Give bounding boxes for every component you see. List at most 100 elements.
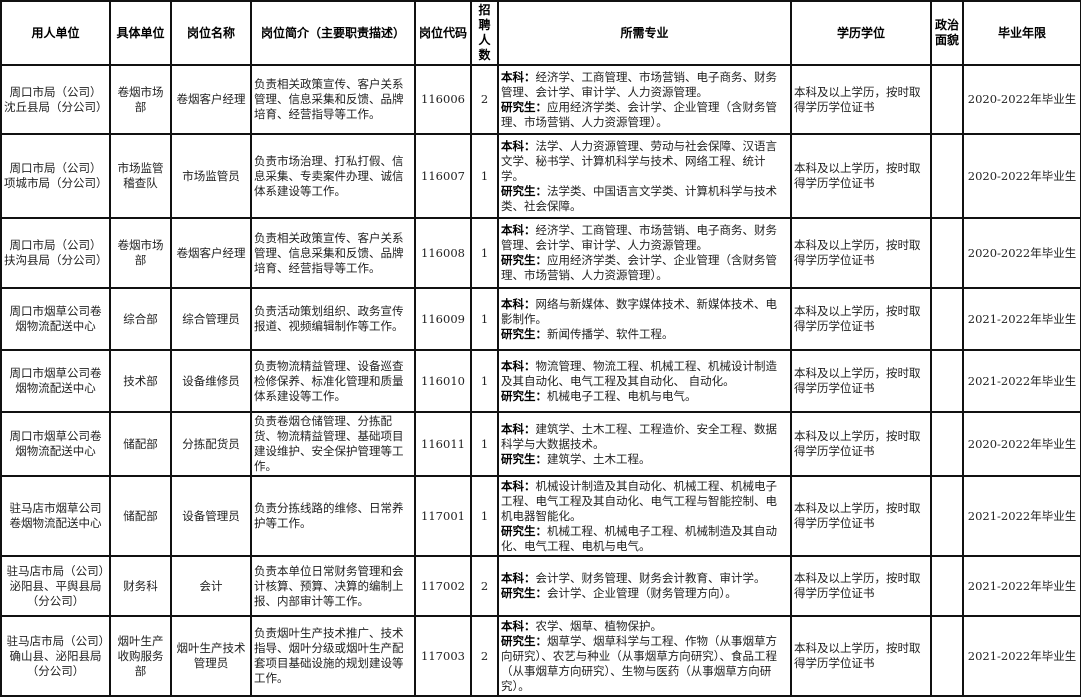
header-major: 所需专业 bbox=[497, 0, 792, 66]
postgrad-majors: 法学类、中国语言文学类、计算机科学与技术类、社会保障。 bbox=[501, 183, 777, 213]
degree-cell: 本科及以上学历，按时取得学历学位证书 bbox=[790, 133, 932, 219]
table-row: 驻马店市烟草公司卷烟物流配送中心 储配部 设备管理员 负责分拣线路的维修、日常养护等工… bbox=[0, 475, 1081, 557]
postgrad-label: 研究生： bbox=[501, 388, 547, 403]
header-count: 招聘人数 bbox=[470, 0, 499, 66]
employer-cell: 周口市烟草公司卷烟物流配送中心 bbox=[0, 287, 111, 351]
graduation-cell: 2020-2022年毕业生 bbox=[962, 64, 1081, 135]
position-cell: 分拣配货员 bbox=[170, 411, 252, 477]
table-row: 驻马店市局（公司）泌阳县、平舆县局（分公司） 财务科 会计 负责本单位日常财务管理和会… bbox=[0, 555, 1081, 617]
unit-cell: 财务科 bbox=[109, 555, 172, 617]
count-cell: 1 bbox=[470, 411, 499, 477]
description-cell: 负责相关政策宣传、客户关系管理、信息采集和反馈、品牌培育、经营指导等工作。 bbox=[250, 64, 416, 135]
position-cell: 综合管理员 bbox=[170, 287, 252, 351]
undergrad-label: 本科： bbox=[501, 478, 536, 493]
postgrad-majors: 机械工程、机械电子工程、机械制造及其自动化、电气工程、电机与电气。 bbox=[501, 523, 777, 553]
employer-cell: 周口市局（公司）沈丘县局（分公司） bbox=[0, 64, 111, 135]
degree-cell: 本科及以上学历，按时取得学历学位证书 bbox=[790, 349, 932, 413]
unit-cell: 烟叶生产收购服务部 bbox=[109, 615, 172, 697]
description-cell: 负责相关政策宣传、客户关系管理、信息采集和反馈、品牌培育、经营指导等工作。 bbox=[250, 217, 416, 289]
header-graduation: 毕业年限 bbox=[962, 0, 1081, 66]
table-row: 驻马店市局（公司）确山县、泌阳县局（分公司） 烟叶生产收购服务部 烟叶生产技术管理员… bbox=[0, 615, 1081, 697]
undergrad-majors: 会计学、财务管理、财务会计教育、审计学。 bbox=[535, 571, 766, 585]
position-cell: 卷烟客户经理 bbox=[170, 64, 252, 135]
count-cell: 1 bbox=[470, 475, 499, 557]
undergrad-label: 本科： bbox=[501, 69, 536, 84]
major-cell: 本科：网络与新媒体、数字媒体技术、新媒体技术、电影制作。 研究生：新闻传播学、软件… bbox=[497, 287, 792, 351]
code-cell: 116006 bbox=[414, 64, 472, 135]
postgrad-label: 研究生： bbox=[501, 99, 547, 114]
employer-cell: 周口市烟草公司卷烟物流配送中心 bbox=[0, 349, 111, 413]
degree-cell: 本科及以上学历，按时取得学历学位证书 bbox=[790, 217, 932, 289]
table-row: 周口市烟草公司卷烟物流配送中心 技术部 设备维修员 负责物流精益管理、设备巡查检修保养… bbox=[0, 349, 1081, 413]
position-cell: 设备维修员 bbox=[170, 349, 252, 413]
degree-cell: 本科及以上学历，按时取得学历学位证书 bbox=[790, 555, 932, 617]
graduation-cell: 2020-2022年毕业生 bbox=[962, 133, 1081, 219]
unit-cell: 储配部 bbox=[109, 475, 172, 557]
undergrad-label: 本科： bbox=[501, 571, 536, 585]
undergrad-majors: 经济学、工商管理、市场营销、电子商务、财务管理、会计学、审计学、人力资源管理。 bbox=[501, 223, 777, 252]
major-cell: 本科：建筑学、土木工程、工程造价、安全工程、数据科学与大数据技术。 研究生：建筑学… bbox=[497, 411, 792, 477]
unit-cell: 市场监管稽查队 bbox=[109, 133, 172, 219]
graduation-cell: 2020-2022年毕业生 bbox=[962, 411, 1081, 477]
graduation-cell: 2021-2022年毕业生 bbox=[962, 555, 1081, 617]
degree-cell: 本科及以上学历，按时取得学历学位证书 bbox=[790, 615, 932, 697]
political-cell bbox=[930, 133, 964, 219]
major-cell: 本科：会计学、财务管理、财务会计教育、审计学。 研究生：会计学、企业管理（财务管理… bbox=[497, 555, 792, 617]
major-cell: 本科：经济学、工商管理、市场营销、电子商务、财务管理、会计学、审计学、人力资源管… bbox=[497, 217, 792, 289]
postgrad-majors: 会计学、企业管理（财务管理方向）。 bbox=[547, 586, 737, 600]
code-cell: 117001 bbox=[414, 475, 472, 557]
unit-cell: 卷烟市场部 bbox=[109, 217, 172, 289]
position-cell: 会计 bbox=[170, 555, 252, 617]
postgrad-majors: 建筑学、土木工程。 bbox=[547, 451, 651, 466]
count-cell: 2 bbox=[470, 555, 499, 617]
header-row: 用人单位 具体单位 岗位名称 岗位简介（主要职责描述） 岗位代码 招聘人数 所需… bbox=[0, 0, 1081, 66]
graduation-cell: 2020-2022年毕业生 bbox=[962, 217, 1081, 289]
employer-cell: 周口市烟草公司卷烟物流配送中心 bbox=[0, 411, 111, 477]
description-cell: 负责分拣线路的维修、日常养护等工作。 bbox=[250, 475, 416, 557]
undergrad-majors: 经济学、工商管理、市场营销、电子商务、财务管理、会计学、审计学、人力资源管理。 bbox=[501, 69, 777, 99]
undergrad-label: 本科： bbox=[501, 223, 536, 237]
code-cell: 116008 bbox=[414, 217, 472, 289]
postgrad-majors: 应用经济学类、会计学、企业管理（含财务管理、市场营销、人力资源管理）。 bbox=[501, 253, 777, 282]
description-cell: 负责卷烟仓储管理、分拣配货、物流精益管理、基础项目建设维护、安全保护管理等工作。 bbox=[250, 411, 416, 477]
unit-cell: 卷烟市场部 bbox=[109, 64, 172, 135]
count-cell: 1 bbox=[470, 287, 499, 351]
table-row: 周口市烟草公司卷烟物流配送中心 储配部 分拣配货员 负责卷烟仓储管理、分拣配货、物流精… bbox=[0, 411, 1081, 477]
count-cell: 1 bbox=[470, 349, 499, 413]
postgrad-label: 研究生： bbox=[501, 586, 547, 600]
undergrad-label: 本科： bbox=[501, 421, 536, 436]
description-cell: 负责活动策划组织、政务宣传报道、视频编辑制作等工作。 bbox=[250, 287, 416, 351]
unit-cell: 储配部 bbox=[109, 411, 172, 477]
code-cell: 116007 bbox=[414, 133, 472, 219]
political-cell bbox=[930, 555, 964, 617]
count-cell: 2 bbox=[470, 615, 499, 697]
postgrad-majors: 应用经济学类、会计学、企业管理（含财务管理、市场营销、人力资源管理）。 bbox=[501, 99, 777, 129]
employer-cell: 周口市局（公司）扶沟县局（分公司） bbox=[0, 217, 111, 289]
major-cell: 本科：经济学、工商管理、市场营销、电子商务、财务管理、会计学、审计学、人力资源管… bbox=[497, 64, 792, 135]
undergrad-majors: 机械设计制造及其自动化、机械工程、机械电子工程、电气工程及其自动化、电气工程与智… bbox=[501, 478, 777, 523]
postgrad-label: 研究生： bbox=[501, 523, 547, 538]
description-cell: 负责市场治理、打私打假、信息采集、专卖案件办理、诚信体系建设等工作。 bbox=[250, 133, 416, 219]
header-political: 政治面貌 bbox=[930, 0, 964, 66]
table-row: 周口市局（公司）沈丘县局（分公司） 卷烟市场部 卷烟客户经理 负责相关政策宣传、客户关… bbox=[0, 64, 1081, 135]
postgrad-label: 研究生： bbox=[501, 183, 547, 198]
political-cell bbox=[930, 217, 964, 289]
code-cell: 117002 bbox=[414, 555, 472, 617]
undergrad-label: 本科： bbox=[501, 358, 536, 373]
undergrad-majors: 农学、烟草、植物保护。 bbox=[535, 618, 663, 633]
major-cell: 本科：机械设计制造及其自动化、机械工程、机械电子工程、电气工程及其自动化、电气工… bbox=[497, 475, 792, 557]
political-cell bbox=[930, 411, 964, 477]
undergrad-majors: 网络与新媒体、数字媒体技术、新媒体技术、电影制作。 bbox=[501, 296, 777, 326]
position-cell: 市场监管员 bbox=[170, 133, 252, 219]
undergrad-label: 本科： bbox=[501, 138, 536, 153]
employer-cell: 驻马店市局（公司）确山县、泌阳县局（分公司） bbox=[0, 615, 111, 697]
postgrad-label: 研究生： bbox=[501, 451, 547, 466]
position-cell: 卷烟客户经理 bbox=[170, 217, 252, 289]
graduation-cell: 2021-2022年毕业生 bbox=[962, 615, 1081, 697]
count-cell: 1 bbox=[470, 217, 499, 289]
header-employer: 用人单位 bbox=[0, 0, 111, 66]
undergrad-majors: 物流管理、物流工程、机械工程、机械设计制造及其自动化、电气工程及其自动化、 自动… bbox=[501, 358, 777, 388]
undergrad-majors: 建筑学、土木工程、工程造价、安全工程、数据科学与大数据技术。 bbox=[501, 421, 777, 451]
major-cell: 本科：物流管理、物流工程、机械工程、机械设计制造及其自动化、电气工程及其自动化、… bbox=[497, 349, 792, 413]
code-cell: 116009 bbox=[414, 287, 472, 351]
